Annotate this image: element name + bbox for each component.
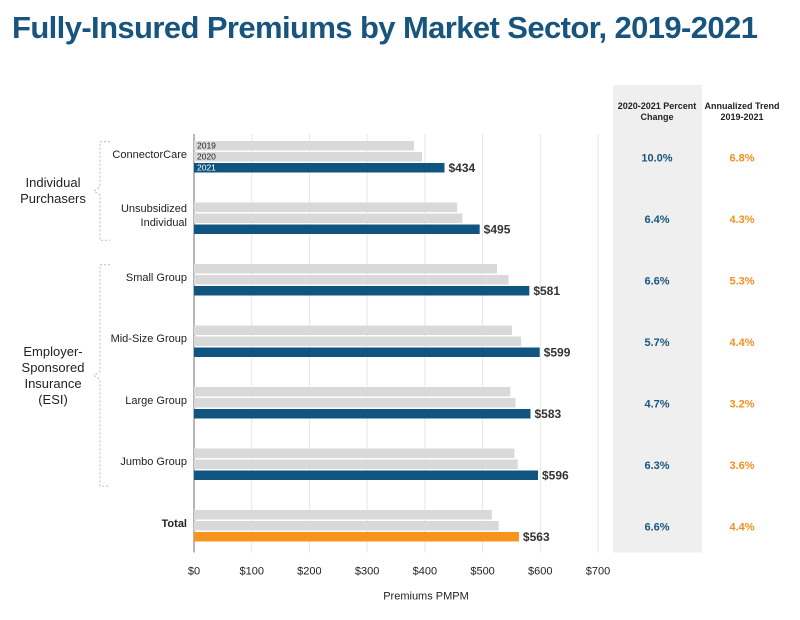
table-value: 5.3% [729,276,754,288]
group-label: Individual Purchasers [20,175,86,206]
value-label: $495 [484,222,511,236]
group-bracket [93,264,110,487]
bar [194,387,511,397]
table-value: 5.7% [644,337,669,349]
value-label: $599 [544,345,571,359]
x-axis-label: Premiums PMPM [383,590,469,602]
chart-title: Fully-Insured Premiums by Market Sector,… [12,10,758,45]
bar [194,202,458,212]
x-tick-label: $300 [355,565,379,577]
x-tick-label: $0 [188,565,200,577]
table-header: Annualized Trend 2019-2021 [704,101,780,122]
category-label: Total [161,517,187,530]
bar [194,409,531,419]
value-label: $563 [523,530,550,544]
bar [194,264,497,274]
group-bracket [93,141,110,241]
legend-label: 2019 [197,141,216,151]
table-value: 4.4% [729,522,754,534]
category-label: Small Group [125,271,187,284]
x-tick-label: $200 [297,565,321,577]
group-label: Employer-Sponsored Insurance (ESI) [21,343,85,407]
table-value: 6.6% [644,276,669,288]
value-label: $583 [534,407,561,421]
bar [194,510,492,520]
bar [194,470,538,480]
x-tick-label: $500 [470,565,494,577]
bar [194,398,516,408]
bar [194,448,515,458]
bar [194,275,509,285]
x-tick-label: $700 [586,565,610,577]
bar [194,286,530,296]
bar [194,325,513,335]
x-tick-label: $100 [239,565,263,577]
table-value: 3.6% [729,460,754,472]
table-value: 6.8% [729,153,754,165]
table-value: 6.3% [644,460,669,472]
bar [194,152,422,162]
bar [194,336,522,346]
bar [194,213,463,223]
legend-label: 2020 [197,152,216,162]
bar [194,163,445,173]
table-value: 6.6% [644,522,669,534]
table-value: 3.2% [729,399,754,411]
table-value: 4.4% [729,337,754,349]
category-label: Unsubsidized Individual [120,203,187,230]
category-label: Jumbo Group [120,456,187,469]
table-value: 4.7% [644,399,669,411]
bar [194,521,499,531]
table-header: 2020-2021 Percent Change [617,101,697,122]
table-value: 4.3% [729,214,754,226]
bar [194,347,540,357]
bar [194,532,519,542]
bar [194,141,414,151]
bar [194,224,480,234]
category-label: Large Group [125,394,187,407]
table-value: 6.4% [644,214,669,226]
value-label: $434 [448,161,475,175]
bar [194,459,518,469]
table-column-shade [613,85,702,553]
x-tick-label: $600 [528,565,552,577]
value-label: $581 [533,284,560,298]
table-value: 10.0% [641,153,672,165]
x-tick-label: $400 [413,565,437,577]
legend-label: 2021 [197,163,216,173]
category-label: Mid-Size Group [110,333,187,346]
category-label: ConnectorCare [112,148,187,161]
value-label: $596 [542,468,569,482]
